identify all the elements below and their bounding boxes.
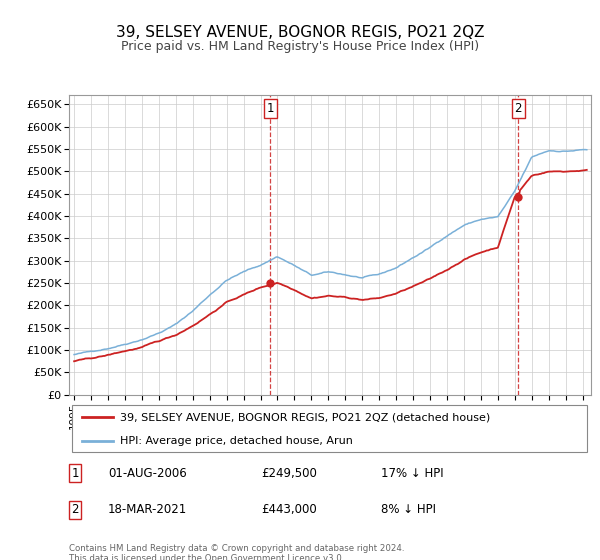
Text: £249,500: £249,500 bbox=[261, 466, 317, 480]
Text: 2: 2 bbox=[515, 102, 522, 115]
Text: Contains HM Land Registry data © Crown copyright and database right 2024.: Contains HM Land Registry data © Crown c… bbox=[69, 544, 404, 553]
Text: Price paid vs. HM Land Registry's House Price Index (HPI): Price paid vs. HM Land Registry's House … bbox=[121, 40, 479, 53]
Text: 1: 1 bbox=[266, 102, 274, 115]
Text: 01-AUG-2006: 01-AUG-2006 bbox=[108, 466, 187, 480]
Text: 1: 1 bbox=[71, 466, 79, 480]
Text: 18-MAR-2021: 18-MAR-2021 bbox=[108, 503, 187, 516]
Text: 8% ↓ HPI: 8% ↓ HPI bbox=[381, 503, 436, 516]
Text: 39, SELSEY AVENUE, BOGNOR REGIS, PO21 2QZ: 39, SELSEY AVENUE, BOGNOR REGIS, PO21 2Q… bbox=[116, 25, 484, 40]
FancyBboxPatch shape bbox=[71, 405, 587, 451]
Text: 2: 2 bbox=[71, 503, 79, 516]
Text: 17% ↓ HPI: 17% ↓ HPI bbox=[381, 466, 443, 480]
Text: £443,000: £443,000 bbox=[261, 503, 317, 516]
Text: This data is licensed under the Open Government Licence v3.0.: This data is licensed under the Open Gov… bbox=[69, 554, 344, 560]
Text: 39, SELSEY AVENUE, BOGNOR REGIS, PO21 2QZ (detached house): 39, SELSEY AVENUE, BOGNOR REGIS, PO21 2Q… bbox=[120, 412, 490, 422]
Text: HPI: Average price, detached house, Arun: HPI: Average price, detached house, Arun bbox=[120, 436, 353, 446]
